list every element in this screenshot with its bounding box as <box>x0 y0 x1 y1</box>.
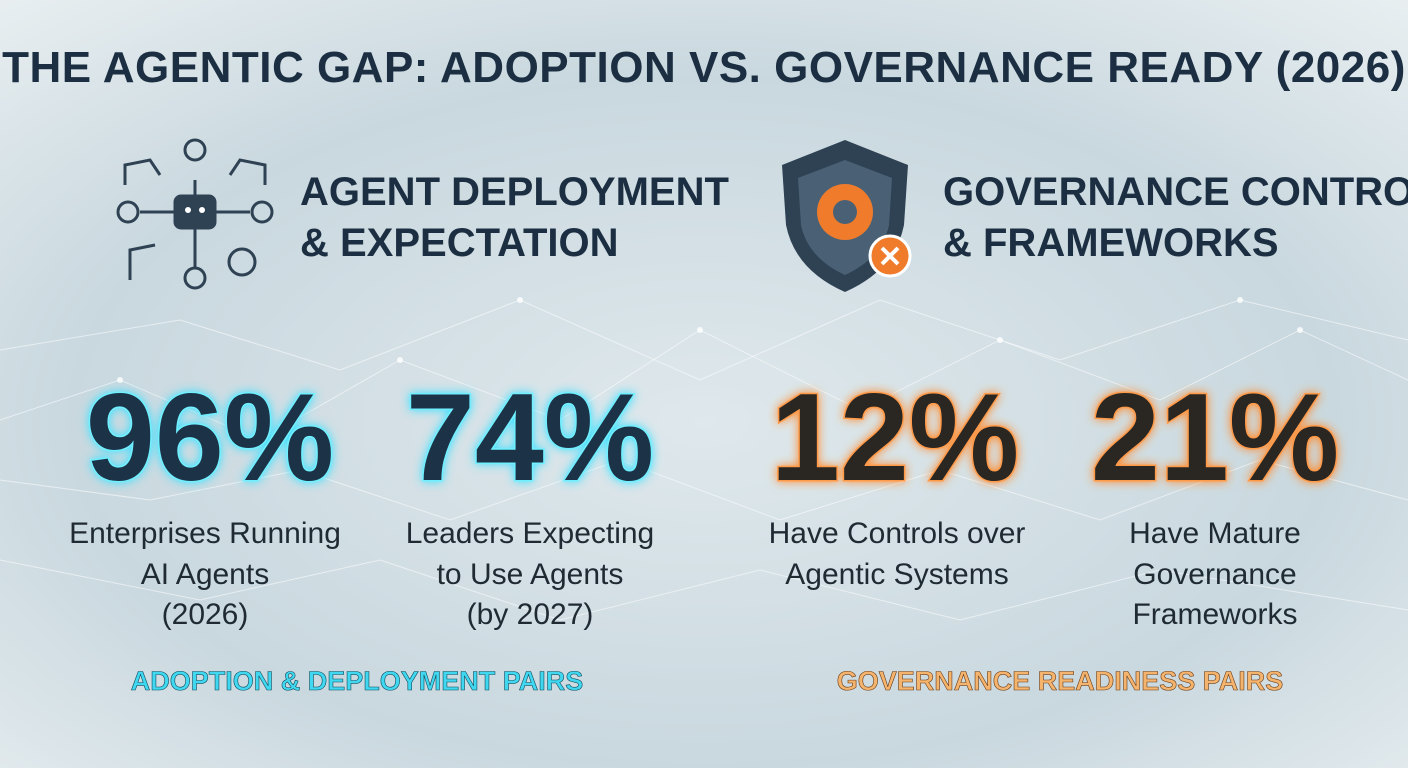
stat-label: Frameworks <box>1132 598 1297 631</box>
stat-label: (by 2027) <box>467 598 594 631</box>
stat-value: 74% <box>406 369 654 507</box>
stat-label: (2026) <box>162 598 249 631</box>
stat-value: 12% <box>771 369 1019 507</box>
agent-icon <box>116 138 274 290</box>
stat-label: to Use Agents <box>437 558 624 591</box>
section-heading: & EXPECTATION <box>300 221 619 265</box>
stat-label: Have Controls over <box>769 517 1026 550</box>
network-decoration <box>0 299 1408 621</box>
footer-label: ADOPTION & DEPLOYMENT PAIRS <box>131 666 584 696</box>
network-nodes <box>117 297 1303 473</box>
footer-label: GOVERNANCE READINESS PAIRS <box>837 666 1284 696</box>
stat-label: Have Mature <box>1129 517 1301 550</box>
section-heading: & FRAMEWORKS <box>943 221 1279 265</box>
stat-label: Agentic Systems <box>785 558 1008 591</box>
title: THE AGENTIC GAP: ADOPTION VS. GOVERNANCE… <box>2 43 1406 92</box>
governance-icon <box>782 140 912 292</box>
section-heading: AGENT DEPLOYMENT <box>300 170 729 214</box>
stat-label: Leaders Expecting <box>406 517 655 550</box>
stat-label: Governance <box>1133 558 1296 591</box>
stat-label: Enterprises Running <box>69 517 341 550</box>
stat-value: 96% <box>86 369 334 507</box>
stat-label: AI Agents <box>141 558 269 591</box>
stat-value: 21% <box>1091 369 1339 507</box>
section-heading: GOVERNANCE CONTROLS <box>943 170 1408 214</box>
